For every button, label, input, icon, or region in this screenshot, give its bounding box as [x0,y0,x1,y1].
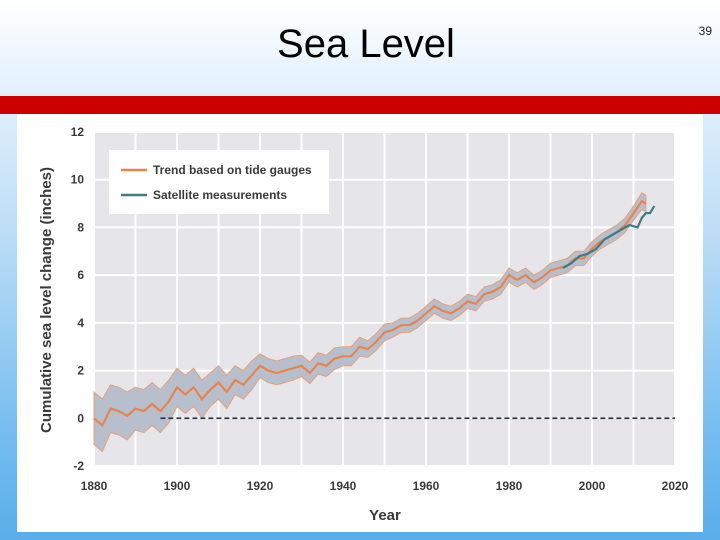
x-tick-label: 1880 [81,479,108,493]
slide-title: Sea Level [277,22,455,66]
y-tick-label: 12 [71,125,85,139]
y-tick-label: 8 [77,220,84,234]
page-number: 39 [698,24,712,38]
legend-box [109,150,329,214]
red-divider-bar [0,96,720,114]
tide-gauge-uncertainty-band [93,192,647,453]
y-tick-label: 10 [71,173,85,187]
y-tick-label: 4 [77,316,84,330]
x-tick-label: 2020 [662,479,689,493]
legend-satellite-label: Satellite measurements [153,188,287,202]
x-tick-label: 2000 [579,479,606,493]
x-tick-label: 1960 [413,479,440,493]
x-tick-label: 1900 [164,479,191,493]
x-axis-title: Year [369,507,401,524]
x-tick-label: 1920 [247,479,274,493]
y-tick-label: 2 [77,364,84,378]
legend-tide-label: Trend based on tide gauges [153,163,312,177]
satellite-measurements-line [562,205,656,269]
sea-level-chart: -2 0 2 4 6 8 10 12 1880 1900 1920 1940 1960 1980 2000… [38,125,689,524]
x-tick-label: 1980 [496,479,523,493]
legend: Trend based on tide gauges Satellite mea… [109,150,329,214]
y-tick-labels: -2 0 2 4 6 8 10 12 [71,125,85,473]
y-tick-label: 6 [77,268,84,282]
x-tick-label: 1940 [330,479,357,493]
y-tick-label: -2 [73,459,84,473]
chart-panel: -2 0 2 4 6 8 10 12 1880 1900 1920 1940 1960 1980 2000… [17,114,703,532]
tide-gauge-trend-line [93,199,647,428]
y-tick-label: 0 [77,411,84,425]
x-tick-labels: 1880 1900 1920 1940 1960 1980 2000 2020 [81,479,689,493]
y-axis-title: Cumulative sea level change (inches) [38,167,55,433]
